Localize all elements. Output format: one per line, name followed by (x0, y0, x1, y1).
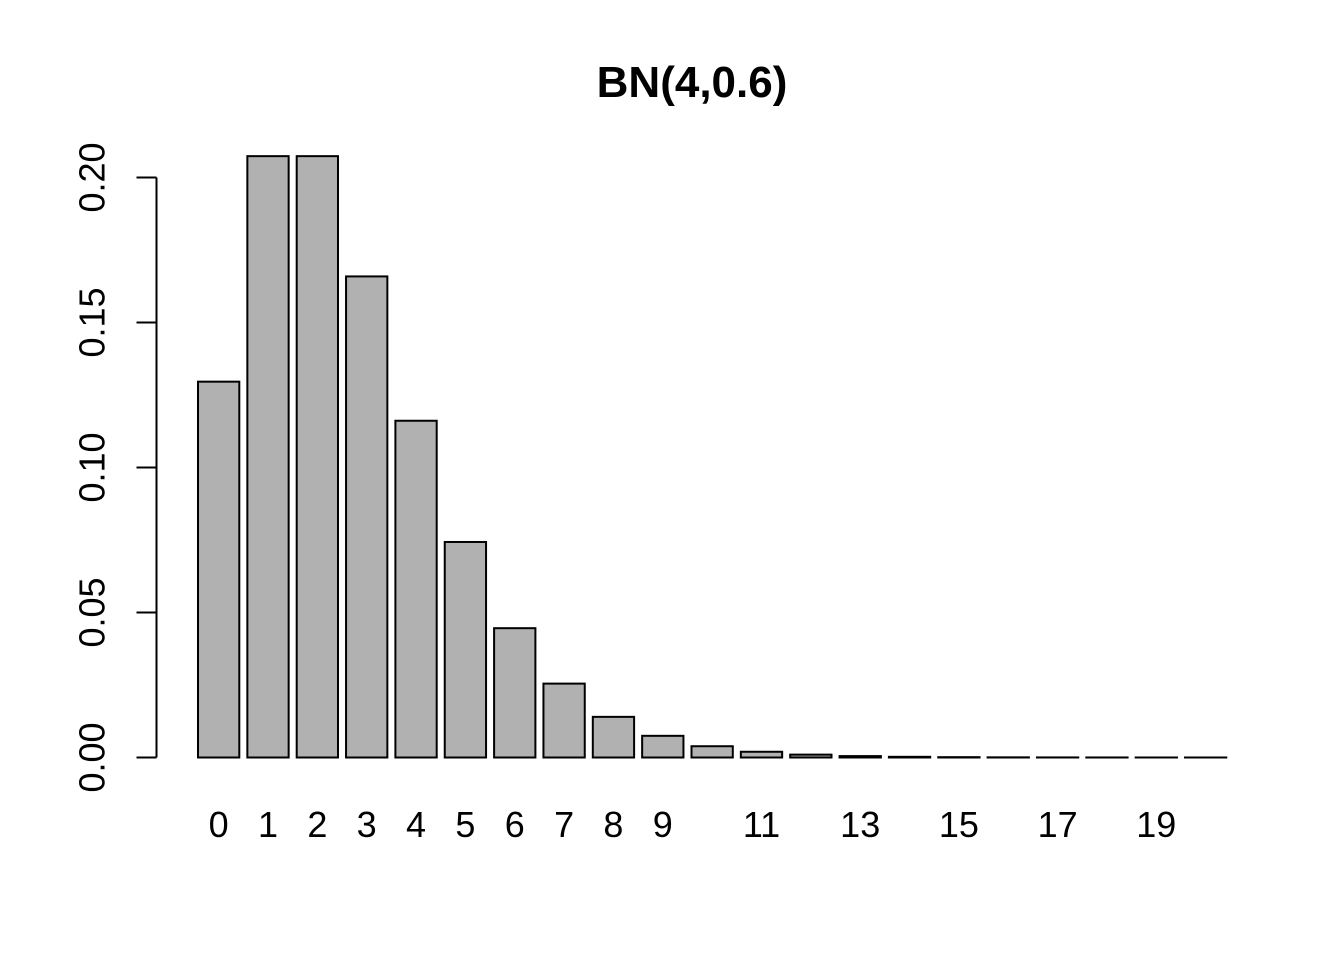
bar (542, 682, 586, 759)
y-axis-tick-label: 0.05 (72, 577, 113, 647)
y-axis-tick-label: 0.00 (72, 722, 113, 792)
x-axis-tick-label: 15 (939, 804, 979, 845)
bar (246, 155, 290, 759)
x-axis-tick-label: 6 (505, 804, 525, 845)
bar (197, 380, 241, 759)
y-axis-tick-label: 0.15 (72, 287, 113, 357)
bar (789, 753, 833, 759)
x-axis-tick-label: 2 (307, 804, 327, 845)
bar (838, 755, 882, 759)
x-axis-tick-label: 5 (455, 804, 475, 845)
x-axis-tick-label: 11 (743, 804, 780, 845)
x-axis-tick-label: 9 (653, 804, 673, 845)
bar (641, 734, 685, 759)
x-axis-tick-label: 7 (554, 804, 574, 845)
y-axis-tick-label: 0.10 (72, 432, 113, 502)
x-axis-tick-label: 3 (357, 804, 377, 845)
x-axis-tick-label: 8 (603, 804, 623, 845)
bar (690, 745, 734, 759)
bar (887, 755, 932, 759)
bar (394, 419, 438, 759)
bar (739, 750, 784, 759)
x-axis-tick-label: 19 (1136, 804, 1176, 845)
x-axis-tick-label: 17 (1038, 804, 1078, 845)
x-axis-tick-label: 13 (840, 804, 880, 845)
chart-title: BN(4,0.6) (597, 58, 788, 107)
bar (295, 155, 340, 759)
x-axis-tick-label: 0 (209, 804, 229, 845)
bar (591, 715, 636, 759)
bar (443, 540, 488, 759)
x-axis-tick-label: 4 (406, 804, 426, 845)
x-axis-tick-label: 1 (258, 804, 278, 845)
bar (493, 627, 537, 759)
bar (345, 275, 389, 759)
y-axis-tick-label: 0.20 (72, 142, 113, 212)
